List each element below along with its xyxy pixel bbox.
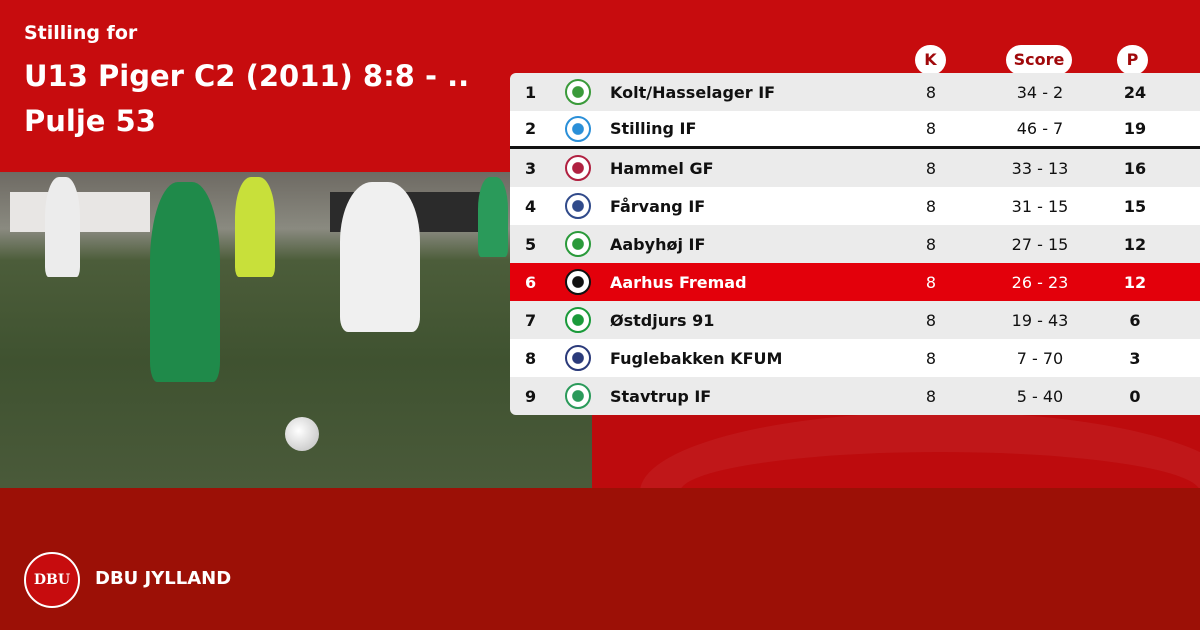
table-row[interactable]: 3 Hammel GF 8 33 - 13 16: [510, 149, 1200, 187]
matches-played: 8: [925, 234, 937, 254]
position: 4: [525, 196, 537, 216]
points: 12: [1123, 234, 1147, 254]
points: 0: [1129, 386, 1141, 406]
player: [45, 177, 80, 277]
column-header-p: P: [1117, 45, 1148, 75]
football: [285, 417, 319, 451]
team-logo-icon: [565, 79, 591, 105]
matches-played: 8: [925, 272, 937, 292]
column-header-score: Score: [1006, 45, 1072, 75]
standings-table: 1 Kolt/Hasselager IF 8 34 - 2 24 2 Stilling IF…: [510, 73, 1200, 415]
team-name: Fårvang IF: [610, 196, 706, 216]
goal-score: 27 - 15: [1011, 234, 1069, 254]
points: 24: [1123, 82, 1147, 102]
player: [340, 182, 420, 332]
matches-played: 8: [925, 158, 937, 178]
table-row[interactable]: 9 Stavtrup IF 8 5 - 40 0: [510, 377, 1200, 415]
team-name: Stilling IF: [610, 119, 697, 138]
column-header-k: K: [915, 45, 946, 75]
matches-played: 8: [925, 82, 937, 102]
ad-banner: [10, 192, 150, 232]
team-name: Aarhus Fremad: [610, 272, 747, 292]
player: [478, 177, 508, 257]
watermark: [640, 412, 1200, 488]
team-name: Hammel GF: [610, 158, 714, 178]
team-logo-icon: [565, 383, 591, 409]
goal-score: 33 - 13: [1011, 158, 1069, 178]
position: 2: [525, 119, 537, 138]
points: 19: [1123, 119, 1147, 138]
matches-played: 8: [925, 310, 937, 330]
table-row[interactable]: 7 Østdjurs 91 8 19 - 43 6: [510, 301, 1200, 339]
position: 9: [525, 386, 537, 406]
points: 12: [1123, 272, 1147, 292]
team-name: Stavtrup IF: [610, 386, 712, 406]
dbu-seal-logo: DBU: [24, 552, 80, 608]
table-row[interactable]: 2 Stilling IF 8 46 - 7 19: [510, 111, 1200, 149]
match-photo: [0, 172, 592, 488]
team-logo-icon: [565, 193, 591, 219]
page-subtitle: Stilling for: [24, 22, 138, 44]
points: 3: [1129, 348, 1141, 368]
points: 6: [1129, 310, 1141, 330]
position: 6: [525, 272, 537, 292]
brand-name: DBU JYLLAND: [95, 568, 232, 589]
points: 16: [1123, 158, 1147, 178]
goal-score: 34 - 2: [1016, 82, 1064, 102]
table-row[interactable]: 4 Fårvang IF 8 31 - 15 15: [510, 187, 1200, 225]
table-row[interactable]: 5 Aabyhøj IF 8 27 - 15 12: [510, 225, 1200, 263]
position: 5: [525, 234, 537, 254]
position: 3: [525, 158, 537, 178]
position: 1: [525, 82, 537, 102]
points: 15: [1123, 196, 1147, 216]
table-row[interactable]: 1 Kolt/Hasselager IF 8 34 - 2 24: [510, 73, 1200, 111]
team-logo-icon: [565, 231, 591, 257]
goal-score: 26 - 23: [1011, 272, 1069, 292]
page-title: U13 Piger C2 (2011) 8:8 - .. Pulje 53: [24, 59, 470, 138]
goal-score: 46 - 7: [1016, 119, 1064, 138]
matches-played: 8: [925, 348, 937, 368]
team-logo-icon: [565, 155, 591, 181]
team-logo-icon: [565, 345, 591, 371]
team-name: Fuglebakken KFUM: [610, 348, 783, 368]
matches-played: 8: [925, 386, 937, 406]
team-name: Østdjurs 91: [610, 310, 715, 330]
goal-score: 31 - 15: [1011, 196, 1069, 216]
matches-played: 8: [925, 119, 937, 138]
position: 8: [525, 348, 537, 368]
table-row[interactable]: 8 Fuglebakken KFUM 8 7 - 70 3: [510, 339, 1200, 377]
referee: [235, 177, 275, 277]
goal-score: 19 - 43: [1011, 310, 1069, 330]
team-logo-icon: [565, 307, 591, 333]
player: [150, 182, 220, 382]
matches-played: 8: [925, 196, 937, 216]
team-name: Kolt/Hasselager IF: [610, 82, 776, 102]
team-logo-icon: [565, 115, 591, 142]
position: 7: [525, 310, 537, 330]
goal-score: 7 - 70: [1016, 348, 1064, 368]
team-name: Aabyhøj IF: [610, 234, 706, 254]
table-row[interactable]: 6 Aarhus Fremad 8 26 - 23 12: [510, 263, 1200, 301]
goal-score: 5 - 40: [1016, 386, 1064, 406]
team-logo-icon: [565, 269, 591, 295]
